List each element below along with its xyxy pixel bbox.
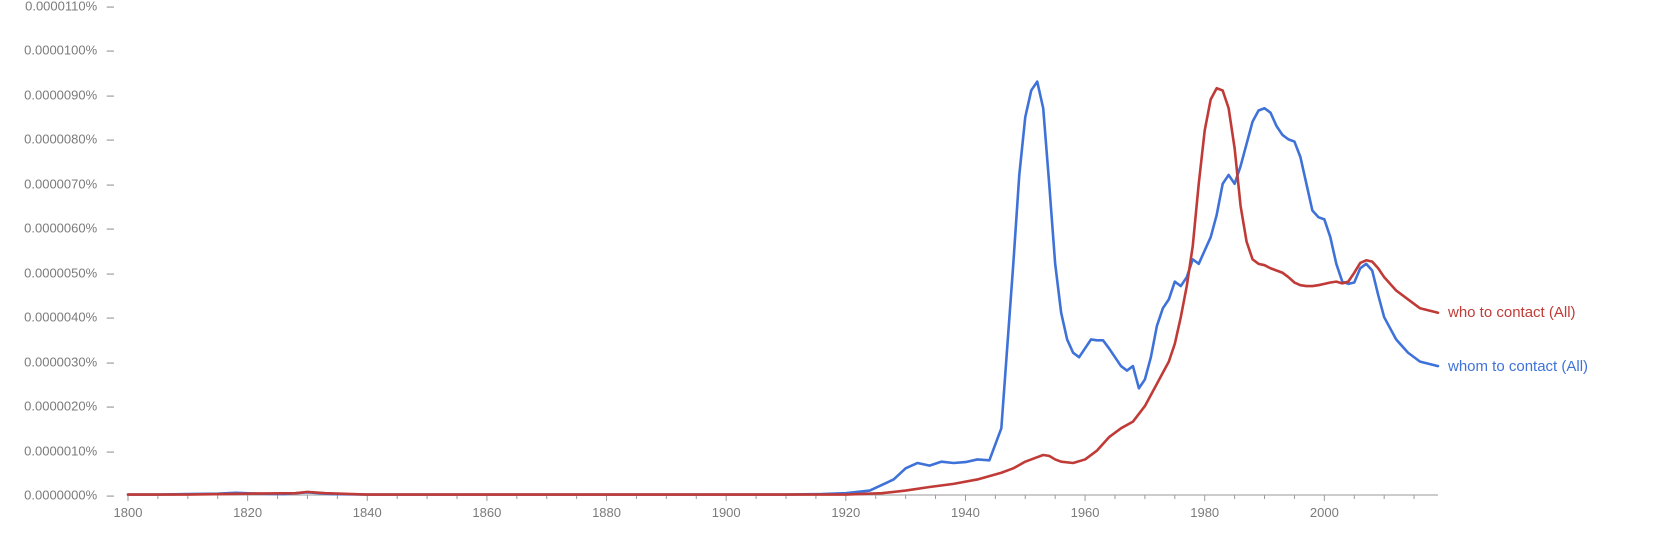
chart-canvas: [0, 0, 1675, 558]
y-tick-label: 0.0000070% –: [24, 176, 114, 191]
x-tick-label: 2000: [1310, 505, 1339, 520]
series-line-whom[interactable]: [128, 82, 1438, 495]
x-tick-label: 1920: [831, 505, 860, 520]
y-tick-label: 0.0000100% –: [24, 43, 114, 58]
series-label-whom[interactable]: whom to contact (All): [1448, 358, 1588, 375]
x-tick-label: 1880: [592, 505, 621, 520]
x-tick-label: 1940: [951, 505, 980, 520]
x-tick-label: 1820: [233, 505, 262, 520]
x-tick-label: 1860: [472, 505, 501, 520]
y-tick-label: 0.0000000% –: [24, 488, 114, 503]
y-tick-label: 0.0000060% –: [24, 221, 114, 236]
series-label-who[interactable]: who to contact (All): [1448, 304, 1576, 321]
x-tick-label: 1800: [114, 505, 143, 520]
x-tick-label: 1960: [1071, 505, 1100, 520]
series-line-who[interactable]: [128, 88, 1438, 494]
y-tick-label: 0.0000020% –: [24, 399, 114, 414]
x-tick-label: 1980: [1190, 505, 1219, 520]
y-tick-label: 0.0000110% –: [25, 0, 114, 14]
y-tick-label: 0.0000090% –: [24, 87, 114, 102]
y-tick-label: 0.0000030% –: [24, 354, 114, 369]
y-tick-label: 0.0000050% –: [24, 265, 114, 280]
y-tick-label: 0.0000080% –: [24, 132, 114, 147]
x-tick-label: 1840: [353, 505, 382, 520]
y-tick-label: 0.0000010% –: [24, 443, 114, 458]
x-tick-label: 1900: [712, 505, 741, 520]
ngram-chart: 0.0000000% – 0.0000010% – 0.0000020% – 0.00…: [0, 0, 1675, 558]
y-tick-label: 0.0000040% –: [24, 310, 114, 325]
